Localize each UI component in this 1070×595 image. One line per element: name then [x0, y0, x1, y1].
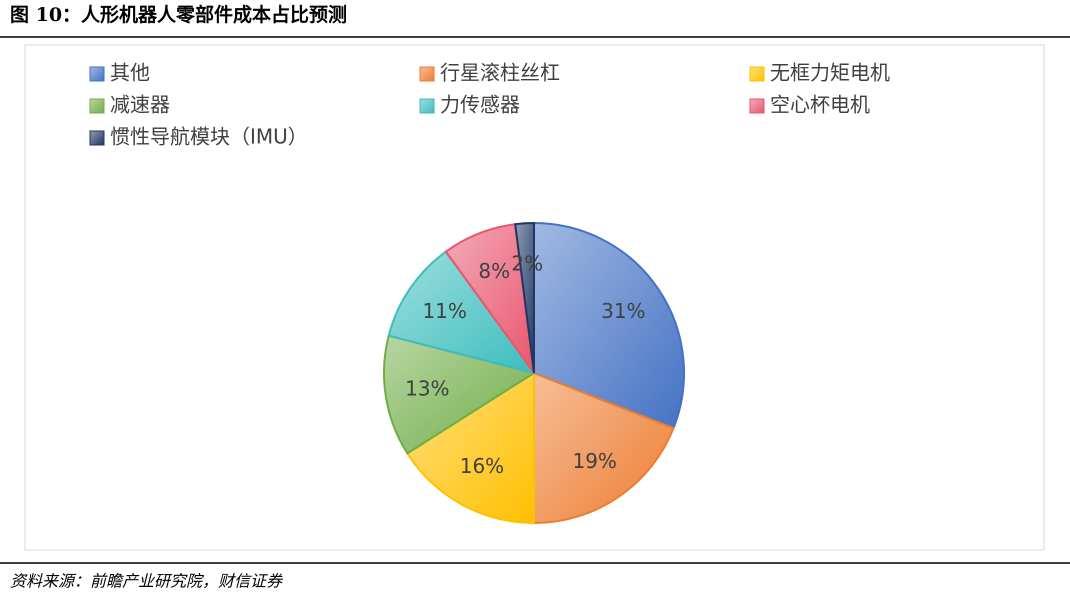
pie-slice: [387, 250, 537, 375]
legend-swatch: [419, 66, 435, 82]
legend-swatch: [89, 130, 105, 146]
legend-swatch: [749, 66, 765, 82]
legend-label: 减速器: [110, 93, 170, 117]
pie-slice: [383, 334, 537, 455]
data-label: 16%: [460, 454, 504, 478]
pie-slice: [405, 371, 535, 525]
data-label: 13%: [405, 376, 449, 400]
pie-slice: [514, 221, 535, 374]
legend-label: 力传感器: [440, 93, 520, 117]
legend-swatch: [89, 66, 105, 82]
data-label: 8%: [478, 259, 510, 283]
legend-label: 惯性导航模块（IMU）: [110, 125, 308, 149]
chart-title: 图 10：人形机器人零部件成本占比预测: [10, 3, 347, 26]
data-label: 31%: [601, 299, 645, 323]
source-note: 资料来源：前瞻产业研究院，财信证券: [10, 572, 284, 591]
pie-slice: [533, 371, 675, 525]
legend-label: 空心杯电机: [770, 93, 870, 117]
legend-swatch: [89, 98, 105, 114]
data-label: 19%: [572, 449, 616, 473]
data-label: 2%: [511, 252, 543, 276]
data-label: 11%: [422, 299, 466, 323]
legend-label: 其他: [110, 61, 150, 85]
legend-label: 行星滚柱丝杠: [440, 61, 560, 85]
legend-swatch: [749, 98, 765, 114]
legend-swatch: [419, 98, 435, 114]
legend-label: 无框力矩电机: [770, 61, 890, 85]
pie-slice: [533, 221, 685, 430]
